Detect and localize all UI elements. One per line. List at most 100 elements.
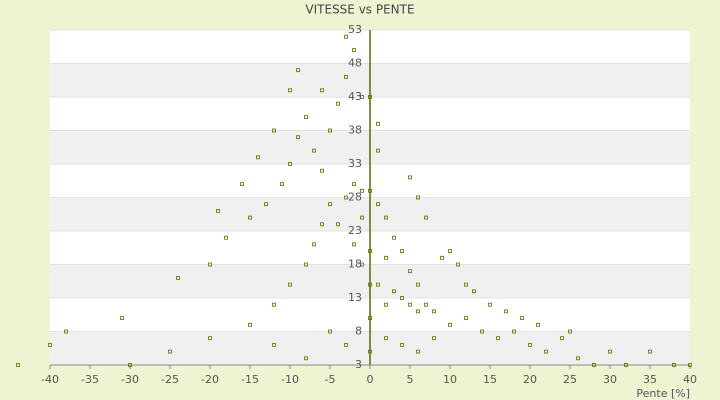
point	[408, 302, 412, 307]
point	[344, 342, 348, 347]
y-tick-label: 23	[348, 224, 362, 237]
point	[392, 235, 396, 240]
y-tick-label: 53	[348, 23, 362, 36]
point	[368, 188, 372, 193]
point	[416, 349, 420, 354]
point	[560, 336, 564, 341]
x-tick-label: -5	[325, 373, 336, 386]
point	[376, 202, 380, 207]
x-axis-label: Pente [%]	[636, 387, 690, 400]
point	[352, 182, 356, 187]
point	[384, 255, 388, 260]
y-tick-label: 43	[348, 90, 362, 103]
point	[296, 68, 300, 73]
point	[208, 336, 212, 341]
point	[312, 242, 316, 247]
point	[360, 95, 364, 99]
point	[304, 115, 308, 119]
point	[344, 195, 348, 200]
point	[424, 215, 428, 220]
x-tick-label: 35	[643, 373, 657, 386]
point	[272, 342, 276, 347]
point	[304, 262, 308, 267]
point	[328, 202, 332, 207]
point	[376, 148, 380, 153]
point	[472, 289, 476, 294]
point	[368, 349, 372, 354]
point	[272, 128, 276, 133]
point	[320, 88, 324, 93]
point	[464, 316, 468, 321]
point	[224, 235, 228, 240]
point	[464, 282, 468, 287]
point	[368, 316, 372, 321]
point	[488, 302, 492, 307]
point	[432, 309, 436, 314]
y-tick-label: 13	[348, 291, 362, 304]
point	[296, 135, 300, 140]
point	[288, 162, 292, 166]
point	[400, 249, 404, 254]
point	[352, 242, 356, 247]
x-tick-label: 10	[443, 373, 457, 386]
chart-title: VITESSE vs PENTE	[305, 3, 414, 17]
point	[312, 148, 316, 153]
point	[512, 329, 516, 334]
point	[440, 255, 444, 260]
point	[64, 329, 68, 334]
point	[344, 34, 348, 39]
point	[264, 202, 268, 207]
point	[360, 262, 364, 267]
x-tick-label: 30	[603, 373, 617, 386]
point	[400, 342, 404, 347]
point	[624, 363, 628, 367]
x-tick-label: -40	[41, 373, 59, 386]
point	[368, 249, 372, 254]
point	[528, 342, 532, 347]
point	[384, 215, 388, 220]
x-tick-label: -30	[121, 373, 139, 386]
point	[448, 322, 452, 327]
point	[456, 262, 460, 267]
point	[248, 322, 252, 327]
point	[608, 349, 612, 354]
x-tick-label: -35	[81, 373, 99, 386]
point	[280, 182, 284, 187]
point	[336, 101, 340, 106]
x-tick-label: -25	[161, 373, 179, 386]
point	[392, 289, 396, 294]
point	[576, 356, 580, 361]
point	[384, 302, 388, 307]
point	[48, 342, 52, 347]
point	[416, 309, 420, 314]
point	[448, 249, 452, 254]
x-tick-label: 5	[407, 373, 414, 386]
point	[240, 182, 244, 187]
point	[416, 195, 420, 200]
point	[16, 363, 20, 367]
x-tick-label: 20	[523, 373, 537, 386]
y-tick-label: 48	[348, 57, 362, 70]
point	[592, 363, 596, 367]
x-tick-label: 0	[367, 373, 374, 386]
point	[288, 282, 292, 287]
point	[504, 309, 508, 314]
point	[400, 296, 404, 300]
y-tick-label: 38	[348, 124, 362, 137]
point	[256, 155, 260, 160]
point	[304, 356, 308, 361]
point	[328, 128, 332, 133]
y-tick-label: 3	[355, 358, 362, 371]
point	[384, 336, 388, 341]
x-tick-label: 40	[683, 373, 697, 386]
point	[544, 349, 548, 354]
point	[368, 95, 372, 99]
point	[648, 349, 652, 354]
point	[272, 302, 276, 307]
point	[320, 168, 324, 173]
point	[248, 215, 252, 220]
point	[408, 269, 412, 274]
point	[520, 316, 524, 321]
point	[432, 336, 436, 341]
